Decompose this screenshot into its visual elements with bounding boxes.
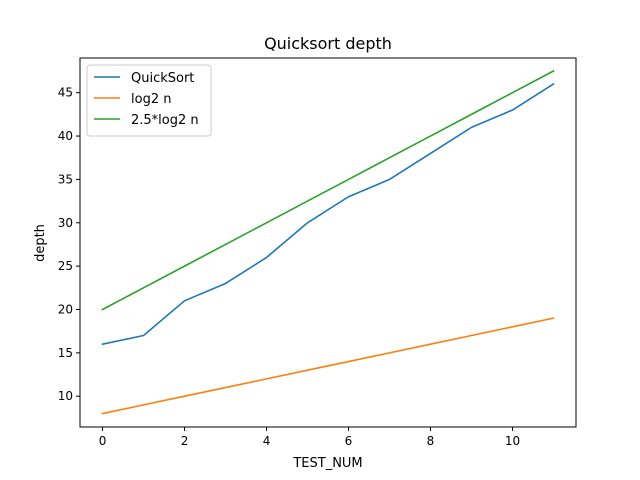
y-axis-label: depth	[33, 224, 48, 262]
y-tick-label: 35	[58, 172, 73, 186]
series-line-2	[101, 317, 555, 415]
y-tick-label: 20	[58, 302, 73, 316]
series-line-1	[101, 82, 555, 346]
x-tick-label: 4	[263, 434, 271, 448]
x-tick-label: 6	[345, 434, 353, 448]
x-tick-label: 10	[505, 434, 520, 448]
y-tick-label: 45	[58, 86, 73, 100]
x-axis-label: TEST_NUM	[292, 456, 362, 471]
legend-label: QuickSort	[131, 71, 194, 86]
y-tick-label: 10	[58, 389, 73, 403]
y-tick-label: 40	[58, 129, 73, 143]
legend-label: log2 n	[131, 92, 171, 107]
axes-frame	[79, 57, 577, 428]
y-tick-label: 30	[58, 216, 73, 230]
series-line-3	[101, 69, 555, 311]
plot-area	[79, 57, 577, 428]
y-tick-label: 25	[58, 259, 73, 273]
y-axis: 10 15 20 25 30 35 40 45	[58, 86, 80, 403]
legend: QuickSort log2 n 2.5*log2 n	[86, 64, 212, 137]
chart-title: Quicksort depth	[264, 34, 392, 53]
x-tick-label: 0	[99, 434, 107, 448]
legend-label: 2.5*log2 n	[131, 113, 199, 128]
x-tick-label: 8	[427, 434, 435, 448]
x-axis: 0 2 4 6 8 10	[99, 427, 520, 448]
y-tick-label: 15	[58, 346, 73, 360]
x-tick-label: 2	[181, 434, 189, 448]
